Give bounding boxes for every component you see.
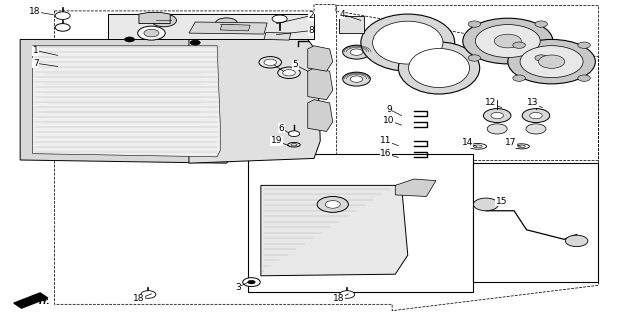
- Circle shape: [138, 26, 165, 40]
- Text: 16: 16: [380, 149, 392, 158]
- Text: 3: 3: [235, 283, 241, 292]
- Circle shape: [141, 291, 156, 298]
- Circle shape: [350, 76, 363, 82]
- Circle shape: [124, 37, 134, 42]
- Circle shape: [508, 39, 595, 84]
- Circle shape: [522, 108, 550, 123]
- Bar: [474, 163, 598, 282]
- Circle shape: [491, 112, 504, 119]
- Circle shape: [151, 14, 176, 27]
- Polygon shape: [308, 68, 333, 100]
- Circle shape: [538, 55, 565, 68]
- Text: 13: 13: [527, 99, 539, 108]
- Text: 12: 12: [485, 99, 497, 108]
- Ellipse shape: [474, 145, 482, 148]
- Ellipse shape: [398, 42, 480, 94]
- Polygon shape: [308, 100, 333, 132]
- Polygon shape: [264, 32, 291, 40]
- Ellipse shape: [409, 49, 470, 87]
- Circle shape: [463, 18, 553, 64]
- Text: 2: 2: [308, 11, 314, 20]
- Circle shape: [288, 131, 300, 137]
- Ellipse shape: [372, 21, 443, 64]
- Polygon shape: [33, 46, 220, 157]
- Circle shape: [494, 34, 521, 48]
- Polygon shape: [395, 179, 436, 196]
- Circle shape: [264, 59, 276, 66]
- Text: 4: 4: [339, 10, 345, 19]
- Circle shape: [215, 18, 238, 29]
- Polygon shape: [261, 185, 408, 276]
- Text: 10: 10: [383, 116, 395, 125]
- Circle shape: [475, 25, 540, 58]
- Circle shape: [468, 21, 480, 27]
- Circle shape: [247, 280, 255, 284]
- Circle shape: [468, 55, 480, 61]
- Circle shape: [55, 12, 70, 20]
- Circle shape: [526, 124, 546, 134]
- Ellipse shape: [288, 142, 300, 147]
- Circle shape: [343, 45, 371, 59]
- Circle shape: [474, 198, 499, 211]
- Circle shape: [278, 67, 300, 78]
- Polygon shape: [189, 22, 267, 34]
- Polygon shape: [339, 16, 364, 33]
- Circle shape: [529, 112, 542, 119]
- Ellipse shape: [514, 144, 529, 149]
- Circle shape: [565, 235, 588, 247]
- Polygon shape: [308, 46, 333, 71]
- Circle shape: [513, 42, 526, 48]
- Text: 11: 11: [380, 136, 392, 146]
- Polygon shape: [107, 14, 314, 39]
- Polygon shape: [139, 12, 170, 24]
- Text: 19: 19: [271, 136, 282, 146]
- Circle shape: [317, 196, 349, 212]
- Text: 18: 18: [133, 294, 144, 303]
- Circle shape: [343, 72, 371, 86]
- Circle shape: [55, 24, 70, 31]
- Text: 18: 18: [333, 294, 345, 303]
- Ellipse shape: [291, 144, 297, 146]
- Text: 1: 1: [33, 46, 39, 55]
- Text: 15: 15: [496, 197, 507, 206]
- Bar: [248, 154, 474, 292]
- Circle shape: [325, 201, 340, 208]
- Text: 14: 14: [462, 138, 473, 147]
- Polygon shape: [220, 24, 250, 31]
- Circle shape: [535, 55, 548, 61]
- Text: 6: 6: [279, 124, 284, 133]
- Ellipse shape: [469, 143, 487, 149]
- Polygon shape: [20, 39, 236, 163]
- Ellipse shape: [518, 145, 526, 148]
- Text: Fr.: Fr.: [39, 297, 51, 306]
- Circle shape: [283, 69, 295, 76]
- Polygon shape: [189, 39, 320, 163]
- Ellipse shape: [361, 14, 455, 71]
- Circle shape: [487, 124, 507, 134]
- Circle shape: [350, 49, 363, 55]
- Circle shape: [513, 75, 526, 81]
- FancyArrow shape: [14, 293, 48, 308]
- Text: 7: 7: [33, 59, 39, 68]
- Circle shape: [259, 57, 281, 68]
- Circle shape: [535, 21, 548, 27]
- Circle shape: [578, 42, 590, 48]
- Circle shape: [484, 108, 511, 123]
- Circle shape: [272, 15, 287, 23]
- Circle shape: [144, 29, 159, 37]
- Circle shape: [190, 40, 200, 45]
- Circle shape: [520, 46, 583, 78]
- Text: 17: 17: [505, 138, 517, 147]
- Text: 18: 18: [29, 7, 40, 16]
- Text: 5: 5: [293, 60, 298, 69]
- Circle shape: [578, 75, 590, 81]
- Circle shape: [243, 278, 260, 287]
- Circle shape: [340, 291, 355, 298]
- Text: 9: 9: [386, 105, 392, 114]
- Text: 8: 8: [308, 26, 314, 35]
